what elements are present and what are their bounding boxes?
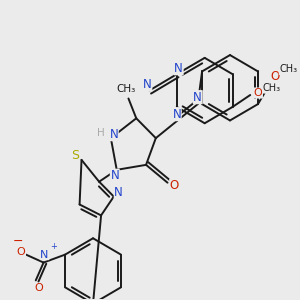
Text: N: N [174,62,183,75]
Text: +: + [50,242,57,251]
Text: N: N [40,250,49,260]
Text: H: H [97,128,105,138]
Text: CH₃: CH₃ [262,83,281,93]
Text: N: N [110,169,119,182]
Text: O: O [170,179,179,192]
Text: O: O [270,70,279,83]
Text: CH₃: CH₃ [117,84,136,94]
Text: S: S [71,149,79,162]
Text: N: N [114,186,123,199]
Text: N: N [110,128,118,141]
Text: N: N [172,108,181,121]
Text: O: O [34,283,43,293]
Text: O: O [17,247,26,257]
Text: N: N [194,91,202,104]
Text: CH₃: CH₃ [279,64,297,74]
Text: −: − [12,235,23,248]
Text: N: N [143,78,152,91]
Text: O: O [254,88,262,98]
